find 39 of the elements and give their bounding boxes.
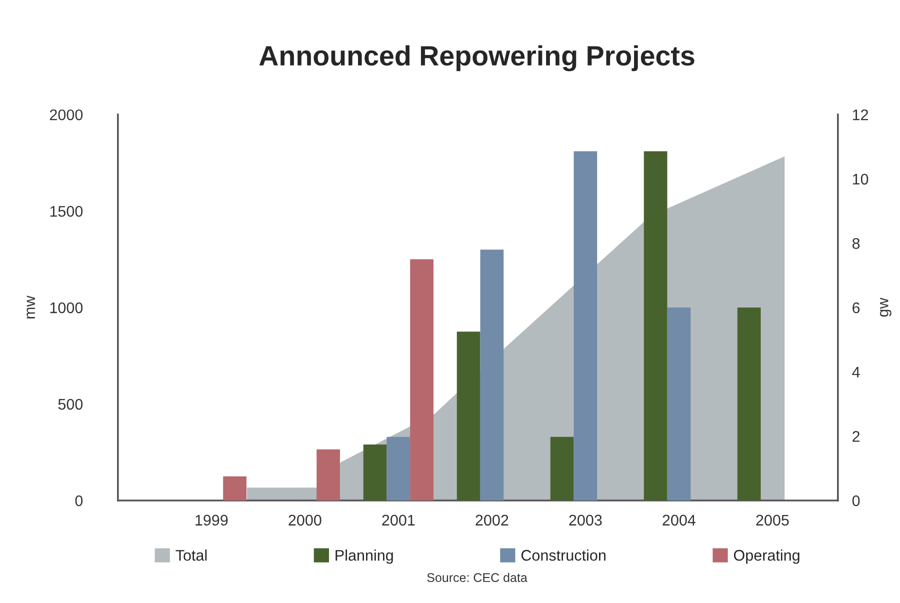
bar: [410, 259, 434, 500]
bar: [316, 449, 340, 500]
legend-label: Planning: [336, 550, 393, 564]
y2-tick-label: 6: [852, 302, 860, 314]
x-tick-label: 2002: [476, 514, 508, 526]
bar: [363, 444, 387, 500]
bar: [737, 308, 761, 500]
y2-tick-label: 4: [852, 366, 860, 378]
y2-tick-label: 2: [852, 431, 860, 442]
y-tick-label: 2000: [50, 109, 83, 120]
chart-title: Announced Repowering Projects: [259, 45, 694, 72]
y-tick-label: 500: [58, 398, 83, 410]
legend-label: Construction: [521, 550, 606, 561]
source-note: Source: CEC data: [427, 572, 528, 582]
bar: [667, 308, 691, 500]
legend-label: Operating: [734, 550, 800, 564]
bar: [550, 436, 574, 500]
bar: [223, 476, 246, 500]
bar: [456, 332, 480, 500]
y2-axis-title: gw: [880, 298, 892, 317]
y2-tick-label: 0: [852, 495, 860, 506]
x-tick-label: 2000: [288, 514, 322, 526]
x-tick-label: 2005: [756, 514, 789, 526]
y2-tick-label: 10: [852, 174, 868, 185]
x-tick-label: 2004: [662, 514, 696, 526]
x-tick-label: 1999: [196, 514, 228, 526]
x-tick-label: 2001: [382, 514, 415, 526]
y-tick-label: 0: [75, 495, 83, 506]
bar: [574, 151, 598, 500]
bar: [644, 151, 668, 500]
bar: [480, 250, 504, 500]
legend-label: Total: [176, 550, 207, 561]
y2-tick-label: 12: [852, 109, 868, 120]
bar: [386, 436, 410, 500]
y2-tick-label: 8: [852, 238, 860, 249]
y-tick-label: 1500: [50, 206, 83, 217]
y-axis-title: mw: [26, 296, 35, 318]
x-tick-label: 2003: [569, 514, 602, 526]
y-tick-label: 1000: [50, 302, 83, 314]
